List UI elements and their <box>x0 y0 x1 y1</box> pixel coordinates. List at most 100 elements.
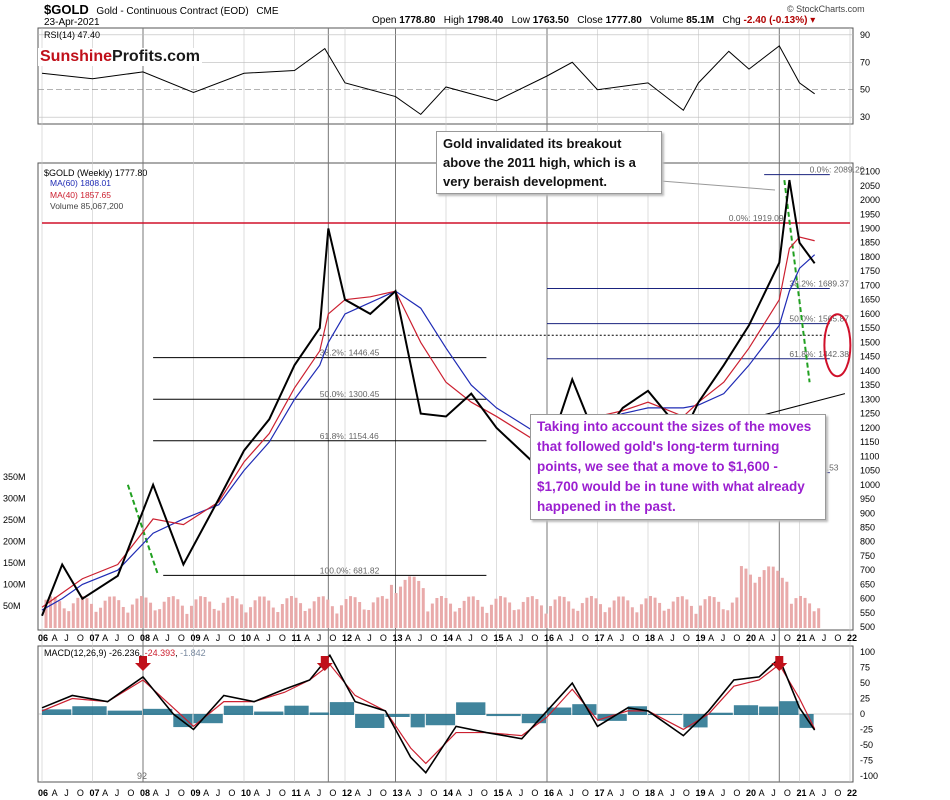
x-tick-label: A <box>203 788 209 798</box>
x-tick-label: J <box>519 788 524 798</box>
volume-bar <box>489 604 493 628</box>
ohlc-stats: Open 1778.80 High 1798.40 Low 1763.50 Cl… <box>372 15 816 26</box>
volume-bar <box>403 579 407 628</box>
x-tick-label: O <box>178 788 185 798</box>
volume-bar <box>521 601 525 628</box>
macd-histogram-bar <box>708 712 733 715</box>
x-tick-label: 09 <box>191 788 201 798</box>
volume-bar <box>299 603 303 628</box>
price-tick-label: 1850 <box>860 238 880 248</box>
green-dashed-line <box>783 179 811 383</box>
x-tick-label: A <box>52 788 58 798</box>
volume-bar <box>185 613 189 628</box>
volume-bar <box>262 596 266 628</box>
x-tick-label: O <box>329 633 336 643</box>
red-down-arrow-icon <box>135 656 151 671</box>
volume-legend: Volume 85,067,200 <box>50 201 124 211</box>
x-tick-label: A <box>506 788 512 798</box>
volume-bar <box>58 601 62 628</box>
macd-histogram-bar <box>572 704 597 715</box>
x-tick-label: J <box>670 788 675 798</box>
volume-bar <box>130 604 134 628</box>
volume-bar <box>749 574 752 628</box>
volume-bar <box>149 602 153 628</box>
rsi-tick-label: 30 <box>860 112 870 122</box>
volume-bar <box>803 597 807 628</box>
macd-tick-label: -50 <box>860 740 873 750</box>
volume-bar <box>717 601 721 628</box>
macd-histogram-bar <box>547 707 572 715</box>
x-tick-label: 15 <box>494 788 504 798</box>
price-layer: 500 550 600 650 700 750 800 850 900 950 1000 1050 11… <box>3 165 880 633</box>
stockcharts-credit: © StockCharts.com <box>787 4 865 14</box>
volume-bar <box>630 607 634 628</box>
volume-bar <box>189 605 193 628</box>
volume-bar <box>330 606 334 628</box>
rsi-tick-label: 90 <box>860 30 870 40</box>
volume-bar <box>817 608 821 628</box>
x-tick-label: A <box>153 633 159 643</box>
volume-bar <box>526 597 530 628</box>
volume-bar <box>517 609 521 628</box>
x-tick-label: 07 <box>90 633 100 643</box>
x-tick-label: 20 <box>746 633 756 643</box>
macd-histogram-bar <box>254 711 284 715</box>
macd-tick-label: 0 <box>860 709 865 719</box>
x-tick-label: J <box>165 633 170 643</box>
price-legend: $GOLD (Weekly) 1777.80 <box>44 168 147 178</box>
volume-bar <box>267 600 271 628</box>
x-tick-label: A <box>304 788 310 798</box>
volume-bar <box>758 576 762 628</box>
x-tick-label: O <box>834 633 841 643</box>
price-tick-label: 550 <box>860 608 875 618</box>
rsi-layer: 30 50 70 90 <box>38 30 870 122</box>
price-tick-label: 1150 <box>860 437 879 447</box>
x-tick-label: O <box>531 788 538 798</box>
volume-bar <box>371 602 375 628</box>
x-tick-label: A <box>405 633 411 643</box>
macd-histogram-bar <box>355 714 385 728</box>
x-tick-label: O <box>834 788 841 798</box>
volume-bar <box>535 599 539 628</box>
fib-label: 0.0%: 1919.09 <box>729 213 784 223</box>
macd-tick-label: 50 <box>860 678 870 688</box>
volume-bar <box>244 612 248 628</box>
macd-histogram-bar <box>385 714 410 717</box>
volume-bar <box>67 611 71 628</box>
x-tick-label: O <box>683 788 690 798</box>
fib-label: 100.0%: 681.82 <box>320 565 380 575</box>
x-tick-label: 08 <box>140 788 150 798</box>
price-tick-label: 750 <box>860 551 875 561</box>
x-tick-label: O <box>632 788 639 798</box>
volume-bar <box>721 609 725 628</box>
volume-bar <box>439 596 443 628</box>
x-tick-label: 08 <box>140 633 150 643</box>
x-tick-label: A <box>759 788 765 798</box>
macd-histogram-bar <box>456 702 486 715</box>
red-down-arrow-icon <box>771 656 788 671</box>
macd-histogram-bar <box>143 708 173 715</box>
x-tick-label: A <box>658 633 664 643</box>
volume-bar <box>426 611 430 628</box>
volume-bar <box>671 601 675 628</box>
x-tick-label: O <box>127 788 134 798</box>
price-tick-label: 2050 <box>860 181 880 191</box>
volume-bar <box>171 596 175 628</box>
x-tick-label: J <box>519 633 524 643</box>
close-value: 1777.80 <box>605 15 642 26</box>
volume-tick-label: 50M <box>3 601 21 611</box>
volume-bar <box>699 605 703 628</box>
x-tick-label: 11 <box>292 788 302 798</box>
macd-signal-line <box>41 663 816 765</box>
target-callout: Taking into account the sizes of the mov… <box>530 414 826 520</box>
volume-bar <box>712 597 716 628</box>
x-tick-label: J <box>418 633 423 643</box>
volume-tick-label: 150M <box>3 558 26 568</box>
price-tick-label: 1950 <box>860 209 880 219</box>
symbol: $GOLD <box>44 2 89 17</box>
volume-bar <box>558 596 562 628</box>
x-tick-label: 11 <box>292 633 302 643</box>
x-axis-bottom: 06 A J O 07 A J O 08 A J O 09 A J O 10 A J O 11 A J O 12 A J O 13 A J O… <box>38 788 857 798</box>
macd-tick-label: 75 <box>860 663 870 673</box>
price-tick-label: 1750 <box>860 266 880 276</box>
